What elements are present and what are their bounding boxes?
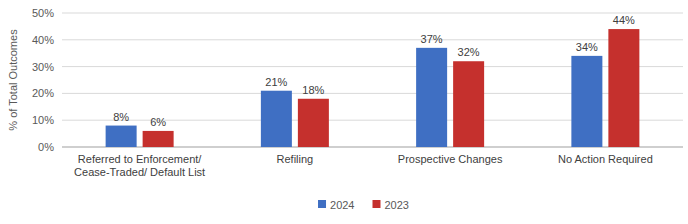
data-label: 18%	[302, 84, 324, 96]
legend-label: 2023	[385, 199, 409, 211]
x-tick-label: Referred to Enforcement/Cease-Traded/ De…	[74, 153, 205, 178]
legend-swatch	[373, 200, 381, 208]
data-label: 6%	[150, 116, 166, 128]
bar	[416, 48, 447, 147]
label-line: Refiling	[277, 153, 314, 165]
label-line: Cease-Traded/ Default List	[74, 166, 205, 178]
y-tick-label: 30%	[32, 61, 54, 73]
bars	[106, 29, 640, 147]
y-tick-label: 0%	[38, 141, 54, 153]
data-label: 32%	[458, 46, 480, 58]
x-tick-label: No Action Required	[558, 153, 653, 165]
data-label: 37%	[421, 33, 443, 45]
legend: 2024 2023	[318, 199, 409, 211]
x-tick-label: Refiling	[277, 153, 314, 165]
bar	[453, 61, 484, 147]
grid-line	[62, 13, 683, 14]
label-line: Prospective Changes	[398, 153, 503, 165]
data-label: 44%	[613, 14, 635, 26]
legend-label: 2024	[330, 199, 354, 211]
x-tick-label: Prospective Changes	[398, 153, 503, 165]
y-tick-label: 10%	[32, 114, 54, 126]
y-tick-label: 20%	[32, 87, 54, 99]
bar	[571, 56, 602, 147]
bar	[143, 131, 174, 147]
data-label: 34%	[576, 41, 598, 53]
legend-swatch	[318, 200, 326, 208]
y-tick-label: 40%	[32, 34, 54, 46]
chart: 0% 10% 20% 30% 40% 50% % of Total Outcomes 8% 21…	[0, 0, 688, 224]
label-line: Referred to Enforcement/	[78, 153, 202, 165]
data-label: 8%	[113, 111, 129, 123]
bar	[261, 91, 292, 147]
bar	[298, 99, 329, 147]
bar	[106, 126, 137, 147]
y-axis-title: % of Total Outcomes	[7, 29, 19, 131]
data-label: 21%	[265, 76, 287, 88]
bar	[608, 29, 639, 147]
label-line: No Action Required	[558, 153, 653, 165]
y-tick-label: 50%	[32, 7, 54, 19]
